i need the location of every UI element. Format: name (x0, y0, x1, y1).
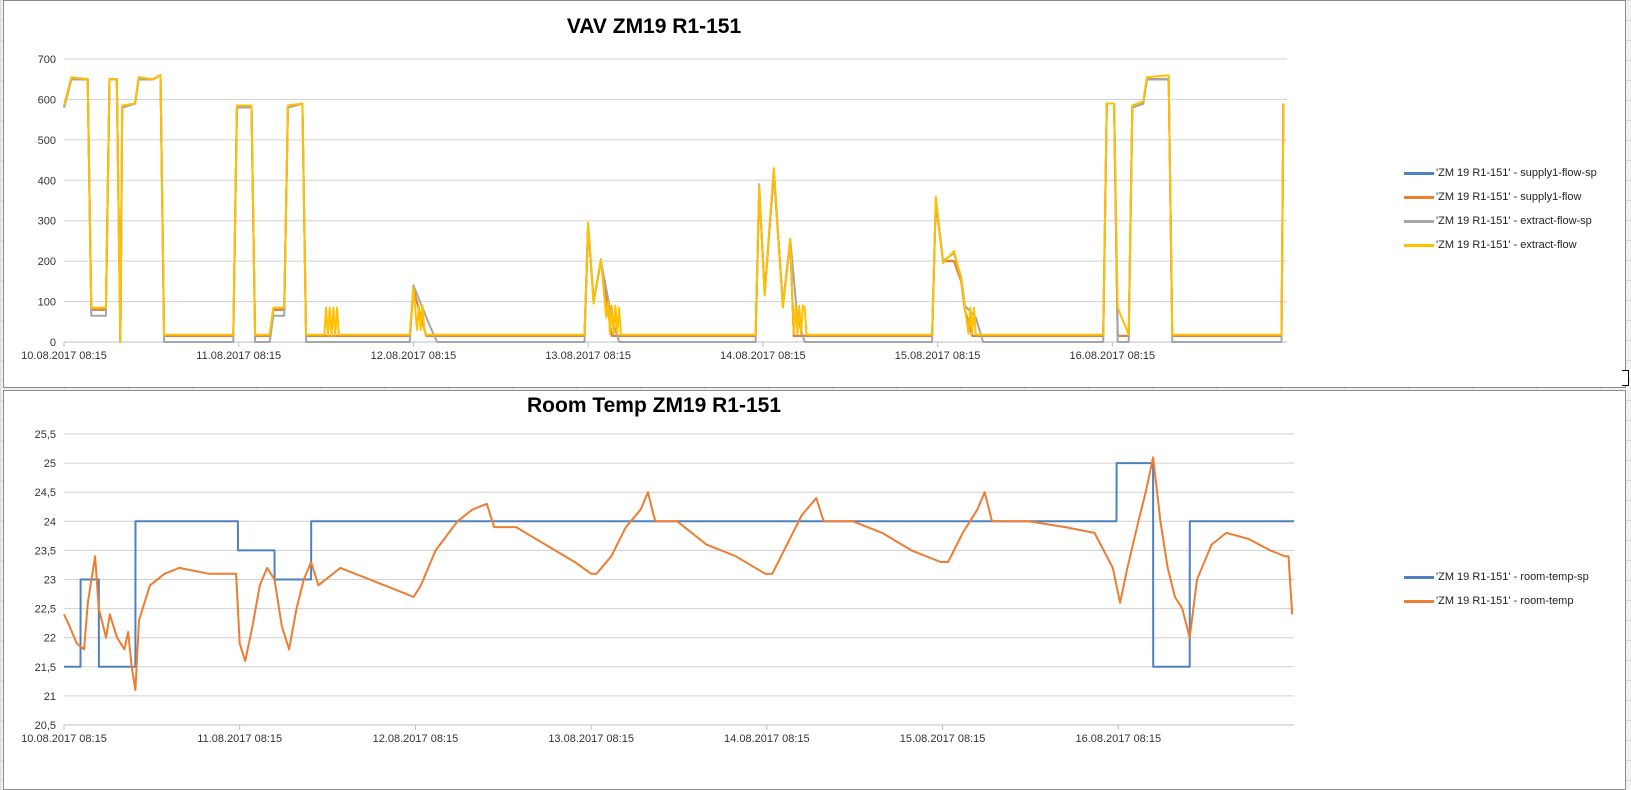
legend-swatch (1404, 575, 1434, 579)
y-tick-label: 22,5 (35, 604, 56, 616)
legend-item: 'ZM 19 R1-151' - room-temp (1404, 589, 1589, 613)
y-tick-label: 24 (44, 516, 56, 528)
room-temp-plot-area: 20,5 21 21,5 22 22,5 23 23,5 24 24,5 25 25,5 10.08.… (21, 429, 1294, 745)
series-line (63, 74, 1285, 343)
y-tick-label: 25 (44, 458, 56, 470)
y-tick-label: 20,5 (35, 720, 56, 732)
legend-label: 'ZM 19 R1-151' - extract-flow-sp (1436, 215, 1592, 227)
y-tick-label: 23,5 (35, 545, 56, 557)
y-tick-label: 21,5 (35, 662, 56, 674)
room-temp-chart-panel[interactable]: Room Temp ZM19 R1-151 20,5 21 21,5 22 22,5 23… (3, 390, 1626, 790)
series-line (63, 456, 1294, 692)
legend-item: 'ZM 19 R1-151' - supply1-flow-sp (1404, 161, 1597, 185)
x-tick-label: 14.08.2017 08:15 (720, 350, 806, 362)
y-tick-label: 21 (44, 691, 56, 703)
x-tick-label: 15.08.2017 08:15 (895, 350, 981, 362)
y-tick-label: 600 (38, 94, 56, 106)
x-tick-label: 10.08.2017 08:15 (21, 733, 107, 745)
chart-title: Room Temp ZM19 R1-151 (527, 394, 781, 417)
vav-chart-panel[interactable]: VAV ZM19 R1-151 0 100 200 300 400 500 600 700 10… (3, 0, 1626, 388)
y-tick-label: 200 (38, 256, 56, 268)
legend-swatch (1404, 195, 1434, 199)
legend-label: 'ZM 19 R1-151' - extract-flow (1436, 239, 1577, 251)
legend-item: 'ZM 19 R1-151' - room-temp-sp (1404, 565, 1589, 589)
legend-item: 'ZM 19 R1-151' - extract-flow-sp (1404, 209, 1597, 233)
legend-swatch (1404, 171, 1434, 175)
x-tick-label: 11.08.2017 08:15 (196, 350, 281, 362)
legend: 'ZM 19 R1-151' - supply1-flow-sp 'ZM 19 … (1404, 161, 1597, 257)
x-tick-label: 13.08.2017 08:15 (545, 350, 631, 362)
legend-label: 'ZM 19 R1-151' - room-temp-sp (1436, 571, 1589, 583)
y-tick-label: 500 (38, 135, 56, 147)
y-tick-label: 300 (38, 216, 56, 228)
x-tick-label: 12.08.2017 08:15 (373, 733, 459, 745)
y-tick-label: 22 (44, 633, 56, 645)
y-tick-label: 400 (38, 175, 56, 187)
chart-resize-handle[interactable] (1622, 370, 1629, 386)
legend-swatch (1404, 599, 1434, 603)
x-tick-label: 14.08.2017 08:15 (724, 733, 810, 745)
x-tick-label: 13.08.2017 08:15 (548, 733, 634, 745)
vav-plot-area: 0 100 200 300 400 500 600 700 10.08.2017 08:15 11… (21, 54, 1287, 362)
y-tick-label: 25,5 (35, 429, 56, 441)
y-tick-label: 0 (50, 337, 56, 349)
y-tick-label: 24,5 (35, 487, 56, 499)
legend-swatch (1404, 219, 1434, 223)
y-tick-label: 23 (44, 575, 56, 587)
x-tick-label: 16.08.2017 08:15 (1069, 350, 1155, 362)
legend-label: 'ZM 19 R1-151' - supply1-flow (1436, 191, 1582, 203)
y-tick-label: 100 (38, 297, 56, 309)
x-tick-label: 15.08.2017 08:15 (900, 733, 986, 745)
legend-label: 'ZM 19 R1-151' - room-temp (1436, 595, 1574, 607)
legend-swatch (1404, 243, 1434, 247)
legend-label: 'ZM 19 R1-151' - supply1-flow-sp (1436, 167, 1597, 179)
x-tick-label: 11.08.2017 08:15 (197, 733, 282, 745)
x-tick-label: 12.08.2017 08:15 (371, 350, 457, 362)
x-tick-label: 10.08.2017 08:15 (21, 350, 107, 362)
legend: 'ZM 19 R1-151' - room-temp-sp 'ZM 19 R1-… (1404, 565, 1589, 613)
chart-title: VAV ZM19 R1-151 (566, 15, 742, 38)
x-tick-label: 16.08.2017 08:15 (1075, 733, 1161, 745)
legend-item: 'ZM 19 R1-151' - extract-flow (1404, 233, 1597, 257)
series-line (64, 462, 1294, 668)
y-tick-label: 700 (38, 54, 56, 66)
legend-item: 'ZM 19 R1-151' - supply1-flow (1404, 185, 1597, 209)
